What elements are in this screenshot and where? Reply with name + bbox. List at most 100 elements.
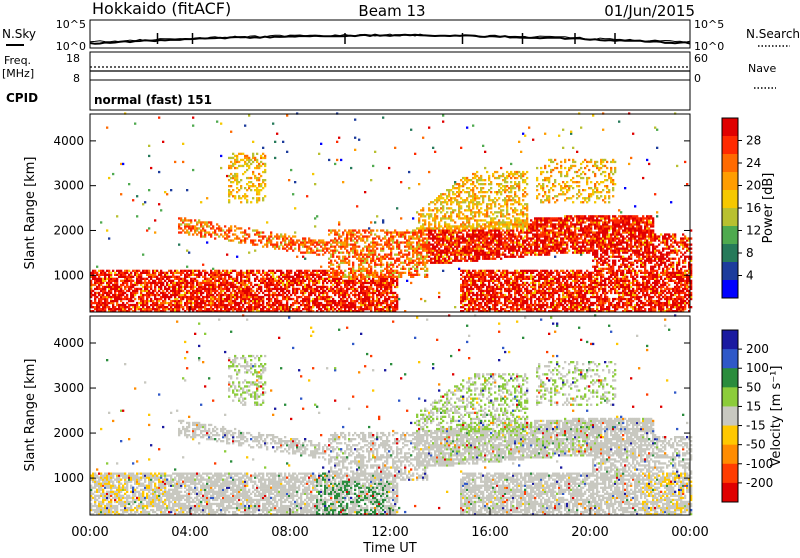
heatmap-cell — [452, 231, 454, 233]
heatmap-cell — [332, 280, 334, 282]
heatmap-cell — [394, 306, 396, 308]
heatmap-cell — [228, 298, 230, 300]
heatmap-cell — [344, 262, 346, 264]
heatmap-cell — [218, 280, 220, 282]
heatmap-cell — [376, 290, 378, 292]
heatmap-cell — [470, 183, 472, 185]
heatmap-cell — [282, 298, 284, 300]
heatmap-cell — [250, 181, 252, 183]
heatmap-cell — [330, 231, 332, 233]
heatmap-cell — [226, 286, 228, 288]
heatmap-cell — [302, 294, 304, 296]
heatmap-cell — [142, 286, 144, 288]
heatmap-cell — [344, 229, 346, 231]
heatmap-cell — [428, 246, 430, 248]
heatmap-cell — [106, 282, 108, 284]
heatmap-cell — [128, 278, 130, 280]
heatmap-cell — [470, 292, 472, 294]
heatmap-cell — [296, 256, 298, 258]
heatmap-cell — [294, 241, 296, 243]
heatmap-cell — [494, 191, 496, 193]
heatmap-cell — [424, 266, 426, 268]
heatmap-cell — [154, 272, 156, 274]
heatmap-cell — [184, 270, 186, 272]
heatmap-cell — [408, 235, 410, 237]
heatmap-cell — [456, 201, 458, 203]
heatmap-cell — [106, 306, 108, 308]
heatmap-cell — [360, 270, 362, 272]
heatmap-cell — [496, 246, 498, 248]
heatmap-cell — [314, 304, 316, 306]
heatmap-cell — [478, 244, 480, 246]
heatmap-cell — [140, 290, 142, 292]
heatmap-cell — [336, 290, 338, 292]
heatmap-cell — [272, 302, 274, 304]
heatmap-cell — [390, 250, 392, 252]
heatmap-cell — [352, 276, 354, 278]
heatmap-cell — [376, 284, 378, 286]
heatmap-cell — [340, 272, 342, 274]
heatmap-cell — [240, 153, 242, 155]
heatmap-cell — [276, 133, 278, 135]
heatmap-cell — [198, 219, 200, 221]
heatmap-cell — [252, 244, 254, 246]
heatmap-cell — [244, 302, 246, 304]
heatmap-cell — [122, 306, 124, 308]
heatmap-cell — [192, 117, 194, 119]
heatmap-cell — [328, 258, 330, 260]
heatmap-cell — [338, 137, 340, 139]
heatmap-cell — [202, 221, 204, 223]
heatmap-cell — [304, 252, 306, 254]
heatmap-cell — [106, 284, 108, 286]
heatmap-cell — [216, 286, 218, 288]
heatmap-cell — [484, 219, 486, 221]
heatmap-cell — [210, 290, 212, 292]
heatmap-cell — [198, 276, 200, 278]
heatmap-cell — [466, 250, 468, 252]
heatmap-cell — [488, 189, 490, 191]
heatmap-cell — [228, 294, 230, 296]
heatmap-cell — [480, 304, 482, 306]
heatmap-cell — [232, 195, 234, 197]
heatmap-cell — [230, 294, 232, 296]
heatmap-cell — [358, 246, 360, 248]
heatmap-cell — [460, 256, 462, 258]
heatmap-cell — [370, 233, 372, 235]
heatmap-cell — [294, 282, 296, 284]
heatmap-cell — [384, 278, 386, 280]
heatmap-cell — [474, 177, 476, 179]
heatmap-cell — [152, 274, 154, 276]
heatmap-cell — [326, 306, 328, 308]
heatmap-cell — [148, 306, 150, 308]
heatmap-cell — [446, 246, 448, 248]
heatmap-cell — [468, 308, 470, 310]
heatmap-cell — [458, 201, 460, 203]
heatmap-cell — [208, 280, 210, 282]
heatmap-cell — [408, 171, 410, 173]
heatmap-cell — [240, 292, 242, 294]
heatmap-cell — [246, 159, 248, 161]
heatmap-cell — [478, 304, 480, 306]
heatmap-cell — [360, 260, 362, 262]
heatmap-cell — [182, 286, 184, 288]
heatmap-cell — [208, 308, 210, 310]
heatmap-cell — [120, 292, 122, 294]
heatmap-cell — [374, 252, 376, 254]
heatmap-cell — [224, 225, 226, 227]
heatmap-cell — [258, 193, 260, 195]
heatmap-cell — [180, 227, 182, 229]
heatmap-cell — [334, 300, 336, 302]
heatmap-cell — [392, 272, 394, 274]
heatmap-cell — [348, 278, 350, 280]
heatmap-cell — [106, 304, 108, 306]
heatmap-cell — [490, 231, 492, 233]
heatmap-cell — [244, 171, 246, 173]
heatmap-cell — [106, 302, 108, 304]
heatmap-cell — [334, 308, 336, 310]
heatmap-cell — [278, 278, 280, 280]
heatmap-cell — [474, 185, 476, 187]
heatmap-cell — [396, 207, 398, 209]
heatmap-cell — [498, 237, 500, 239]
heatmap-cell — [332, 292, 334, 294]
heatmap-cell — [142, 300, 144, 302]
